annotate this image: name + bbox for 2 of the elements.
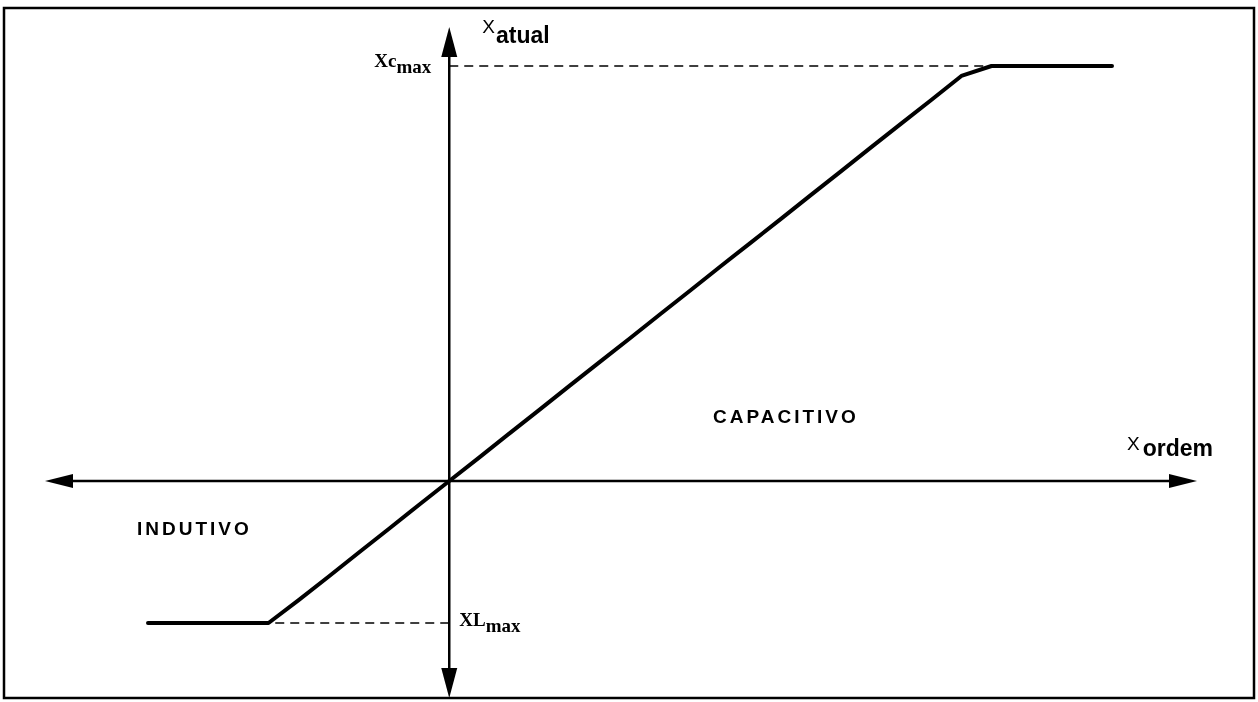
annotation: CAPACITIVO <box>713 406 859 427</box>
annotation: INDUTIVO <box>137 518 252 539</box>
